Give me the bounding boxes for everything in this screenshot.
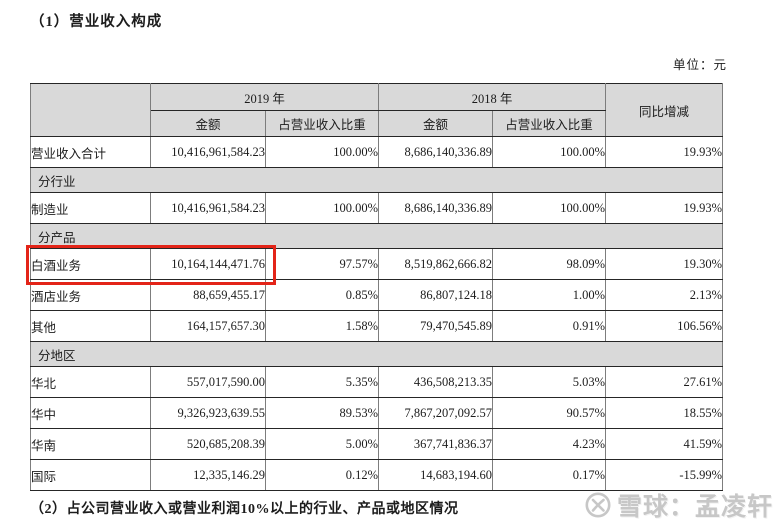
amount-2018: 367,741,836.37 — [378, 428, 494, 460]
pct-2019: 97.57% — [264, 248, 380, 280]
pct-2018: 98.09% — [492, 248, 607, 280]
amount-2019: 10,416,961,584.23 — [150, 136, 266, 168]
section-row-product: 分产品 — [29, 223, 724, 249]
pct-2019: 89.53% — [264, 397, 380, 429]
header-cell-2018: 2018 年 — [378, 83, 607, 111]
amount-2019: 557,017,590.00 — [150, 366, 266, 398]
table-row-north: 华北 557,017,590.00 5.35% 436,508,213.35 5… — [30, 366, 724, 398]
amount-2018: 8,686,140,336.89 — [378, 136, 494, 168]
watermark-text: 雪球：孟凌轩 — [616, 494, 773, 521]
table-row-central: 华中 9,326,923,639.55 89.53% 7,867,207,092… — [30, 397, 724, 429]
pct-2019: 0.85% — [264, 279, 380, 311]
table-row-other: 其他 164,157,657.30 1.58% 79,470,545.89 0.… — [30, 310, 724, 342]
yoy-change: 18.55% — [605, 397, 724, 429]
yoy-change: 19.30% — [605, 248, 724, 280]
row-label: 白酒业务 — [30, 248, 151, 280]
table-row-hotel: 酒店业务 88,659,455.17 0.85% 86,807,124.18 1… — [30, 279, 724, 311]
table-row-total: 营业收入合计 10,416,961,584.23 100.00% 8,686,1… — [30, 136, 724, 168]
header-row-years: 2019 年 2018 年 同比增减 — [30, 83, 724, 137]
header-cell-amount-2018: 金额 — [378, 110, 494, 137]
pct-2018: 0.17% — [492, 459, 607, 491]
row-label: 酒店业务 — [30, 279, 151, 311]
amount-2018: 7,867,207,092.57 — [378, 397, 494, 429]
unit-label: 单位：元 — [672, 58, 727, 72]
header-row-measures: 金额 占营业收入比重 金额 占营业收入比重 — [31, 110, 723, 137]
yoy-change: 106.56% — [605, 310, 724, 342]
row-label: 其他 — [30, 310, 151, 342]
pct-2018: 100.00% — [492, 192, 607, 224]
header-cell-amount-2019: 金额 — [150, 110, 266, 137]
pct-2019: 1.58% — [264, 310, 380, 342]
amount-2019: 164,157,657.30 — [150, 310, 266, 342]
pct-2019: 100.00% — [264, 192, 380, 224]
table-row-international: 国际 12,335,146.29 0.12% 14,683,194.60 0.1… — [30, 459, 724, 491]
amount-2018: 86,807,124.18 — [378, 279, 494, 311]
pct-2019: 100.00% — [264, 136, 380, 168]
row-label: 制造业 — [30, 192, 151, 224]
pct-2019: 0.12% — [264, 459, 380, 491]
amount-2019: 12,335,146.29 — [150, 459, 266, 491]
table-row-liquor: 白酒业务 10,164,144,471.76 97.57% 8,519,862,… — [30, 248, 724, 280]
xueqiu-logo-icon — [585, 492, 611, 518]
section-title: （1）营业收入构成 — [30, 14, 163, 30]
yoy-change: 2.13% — [605, 279, 724, 311]
amount-2019: 88,659,455.17 — [150, 279, 266, 311]
yoy-change: 41.59% — [605, 428, 724, 460]
section-row-region: 分地区 — [29, 341, 724, 367]
amount-2018: 14,683,194.60 — [378, 459, 494, 491]
revenue-composition-table: 2019 年 2018 年 同比增减 金额 占营业收入比重 金额 占营业收入比重… — [29, 83, 724, 491]
row-label: 华南 — [30, 428, 151, 460]
yoy-change: 27.61% — [605, 366, 724, 398]
pct-2018: 0.91% — [492, 310, 607, 342]
pct-2019: 5.00% — [264, 428, 380, 460]
pct-2018: 1.00% — [492, 279, 607, 311]
section-row-industry: 分行业 — [29, 167, 724, 193]
amount-2018: 8,519,862,666.82 — [378, 248, 494, 280]
amount-2018: 79,470,545.89 — [378, 310, 494, 342]
pct-2018: 4.23% — [492, 428, 607, 460]
amount-2019: 10,416,961,584.23 — [150, 192, 266, 224]
yoy-change: 19.93% — [605, 136, 724, 168]
section-label: 分地区 — [29, 341, 724, 367]
amount-2019: 520,685,208.39 — [150, 428, 266, 460]
header-cell-blank — [30, 83, 151, 137]
row-label: 华中 — [30, 397, 151, 429]
header-cell-2019: 2019 年 — [149, 83, 380, 111]
yoy-change: 19.93% — [605, 192, 724, 224]
pct-2018: 90.57% — [492, 397, 607, 429]
yoy-change: -15.99% — [605, 459, 724, 491]
table-row-manufacturing: 制造业 10,416,961,584.23 100.00% 8,686,140,… — [30, 192, 724, 224]
row-label: 国际 — [30, 459, 151, 491]
amount-2019: 10,164,144,471.76 — [150, 248, 266, 280]
pct-2018: 5.03% — [492, 366, 607, 398]
pct-2018: 100.00% — [492, 136, 607, 168]
watermark: 雪球：孟凌轩 — [585, 487, 773, 523]
row-label: 营业收入合计 — [30, 136, 151, 168]
pct-2019: 5.35% — [264, 366, 380, 398]
section-label: 分产品 — [29, 223, 724, 249]
amount-2018: 436,508,213.35 — [378, 366, 494, 398]
section-label: 分行业 — [29, 167, 724, 193]
table-row-south: 华南 520,685,208.39 5.00% 367,741,836.37 4… — [30, 428, 724, 460]
header-cell-pct-2019: 占营业收入比重 — [264, 110, 380, 137]
header-cell-yoy: 同比增减 — [605, 83, 724, 137]
row-label: 华北 — [30, 366, 151, 398]
next-section-title: （2）占公司营业收入或营业利润10%以上的行业、产品或地区情况 — [30, 502, 459, 517]
amount-2019: 9,326,923,639.55 — [150, 397, 266, 429]
amount-2018: 8,686,140,336.89 — [378, 192, 494, 224]
header-cell-pct-2018: 占营业收入比重 — [492, 110, 607, 137]
